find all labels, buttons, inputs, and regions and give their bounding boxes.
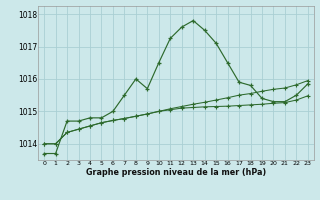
X-axis label: Graphe pression niveau de la mer (hPa): Graphe pression niveau de la mer (hPa) [86, 168, 266, 177]
